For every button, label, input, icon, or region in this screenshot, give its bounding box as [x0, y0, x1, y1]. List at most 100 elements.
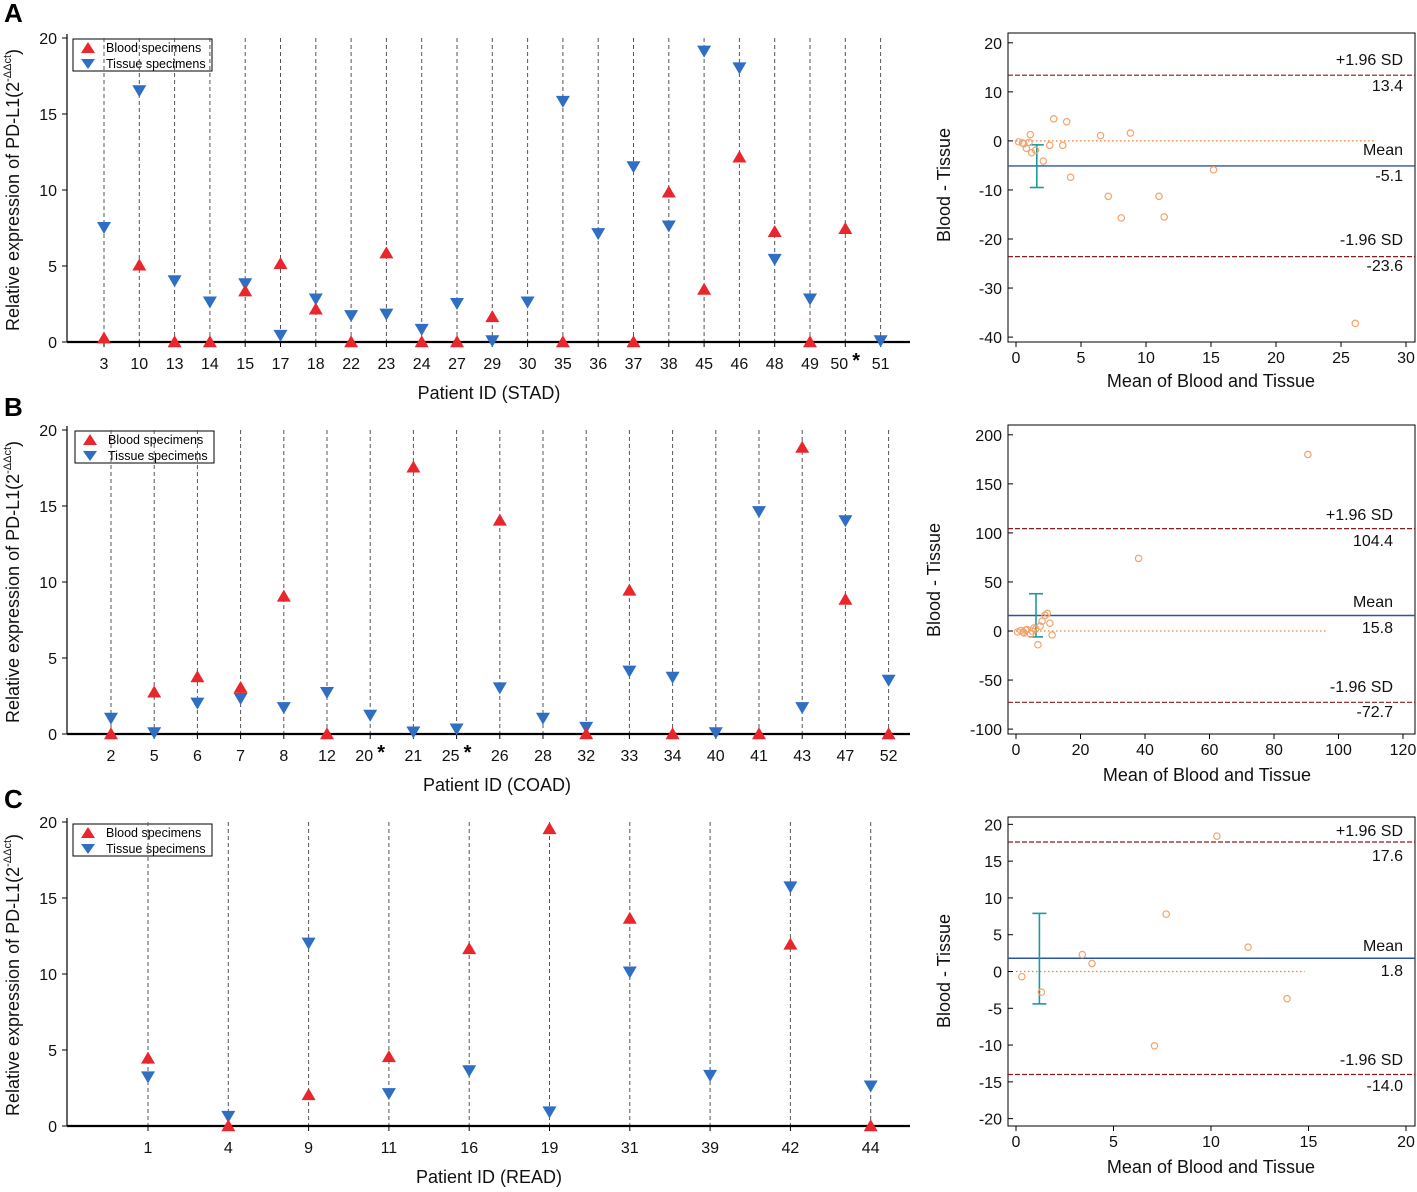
ba-point [1049, 115, 1058, 123]
x-tick-label: 40 [707, 748, 725, 765]
y-tick-label: 15 [39, 891, 57, 908]
x-tick-label: 24 [413, 356, 431, 373]
blood-marker [202, 335, 217, 348]
ba-point [1304, 450, 1312, 459]
tissue-marker [406, 726, 421, 739]
x-tick-label: 11 [381, 1140, 398, 1157]
blood-marker [379, 246, 394, 259]
ba-x-tick-label: 10 [1202, 1134, 1220, 1151]
blood-marker [190, 670, 205, 683]
blood-marker [450, 335, 464, 348]
ba-xlabel-a: Mean of Blood and Tissue [1107, 371, 1315, 391]
x-tick-label: 32 [577, 748, 595, 765]
dot-xlabel-b: Patient ID (COAD) [423, 775, 571, 795]
ba-point [1039, 157, 1048, 165]
blood-marker [485, 310, 500, 323]
ba-point [1018, 139, 1027, 147]
tissue-marker [320, 686, 334, 699]
tissue-marker [767, 253, 782, 266]
blood-marker [752, 727, 766, 740]
ba-point [1126, 129, 1135, 137]
x-tick-label: 3 [100, 356, 109, 373]
blood-marker [555, 335, 570, 348]
legend-box [72, 38, 213, 72]
blood-marker [626, 335, 641, 348]
legend-blood-label: Blood specimens [106, 41, 201, 55]
x-tick-label: 16 [460, 1140, 478, 1157]
x-tick-label: 44 [862, 1140, 880, 1157]
ba-point [1046, 619, 1054, 627]
ba-point [1066, 173, 1075, 182]
x-tick-label: 39 [701, 1140, 719, 1157]
blood-marker [167, 335, 182, 348]
ba-y-tick-label: 5 [993, 928, 1002, 945]
x-tick-label: 43 [793, 748, 811, 765]
ylabel-close: ) [3, 49, 23, 55]
tissue-marker [238, 278, 253, 291]
blood-marker [221, 1119, 236, 1132]
tissue-marker [752, 506, 766, 519]
tissue-marker [542, 1106, 557, 1119]
legend-box [74, 430, 215, 464]
tissue-marker [167, 275, 182, 288]
ba-mean-value-c: 1.8 [1381, 963, 1403, 980]
y-tick-label: 15 [39, 499, 57, 516]
tissue-marker [132, 85, 147, 98]
blood-marker [579, 727, 594, 740]
ba-mean-label-b: Mean [1353, 594, 1393, 611]
tissue-marker [492, 682, 507, 695]
ba-point [1104, 192, 1113, 201]
x-tick-label: 22 [342, 356, 360, 373]
blood-marker [276, 589, 291, 602]
x-tick-label: 42 [782, 1140, 800, 1157]
ba-ylabel-c: Blood - Tissue [934, 914, 954, 1028]
tissue-marker [381, 1088, 396, 1101]
tissue-marker [536, 712, 550, 725]
blood-marker [622, 583, 637, 596]
blood-marker [238, 284, 253, 297]
significance-star: * [852, 350, 860, 372]
blood-marker [233, 680, 248, 693]
ba-y-tick-label: 0 [993, 624, 1002, 641]
ba-y-tick-label: -10 [979, 183, 1002, 200]
ba-point [1037, 988, 1046, 996]
dot-ylabel-c: Relative expression of PD-L1(2-ΔΔct) [2, 834, 23, 1116]
tissue-marker [344, 310, 359, 323]
blood-marker [783, 937, 798, 950]
ba-x-tick-label: 60 [1201, 742, 1219, 759]
ba-point [1244, 943, 1252, 952]
ba-point [1036, 622, 1044, 630]
x-tick-label: 41 [750, 748, 768, 765]
ba-y-tick-label: -40 [979, 330, 1002, 347]
ba-upper-value-b: 104.4 [1353, 533, 1393, 550]
tissue-marker [190, 697, 205, 710]
dot-ylabel-a: Relative expression of PD-L1(2-ΔΔct) [2, 49, 23, 331]
blood-marker [381, 1050, 396, 1063]
ba-upper-label-a: +1.96 SD [1336, 52, 1403, 69]
ylabel-close: ) [3, 441, 23, 447]
blood-marker [344, 335, 359, 348]
x-tick-label: 29 [483, 356, 501, 373]
x-tick-label: 25 [442, 748, 460, 765]
dot-xlabel-a: Patient ID (STAD) [418, 383, 561, 403]
blood-marker [97, 331, 111, 344]
x-tick-label: 7 [236, 748, 245, 765]
ba-point [1021, 626, 1030, 634]
legend-tissue-marker [81, 844, 95, 854]
tissue-marker [363, 709, 378, 722]
ba-y-tick-label: -20 [979, 232, 1002, 249]
tissue-marker [863, 1080, 878, 1093]
ba-y-tick-label: 0 [993, 134, 1002, 151]
legend-blood-label: Blood specimens [108, 433, 203, 447]
ba-lower-value-b: -72.7 [1357, 704, 1394, 721]
blood-marker [622, 911, 637, 924]
tissue-marker [301, 937, 316, 950]
tissue-marker [141, 1071, 155, 1084]
blood-marker [406, 460, 421, 473]
ba-xlabel-b: Mean of Blood and Tissue [1103, 765, 1311, 785]
blood-marker [141, 1051, 155, 1064]
ba-point [1046, 141, 1054, 150]
tissue-marker [622, 665, 637, 678]
x-tick-label: 4 [224, 1140, 233, 1157]
